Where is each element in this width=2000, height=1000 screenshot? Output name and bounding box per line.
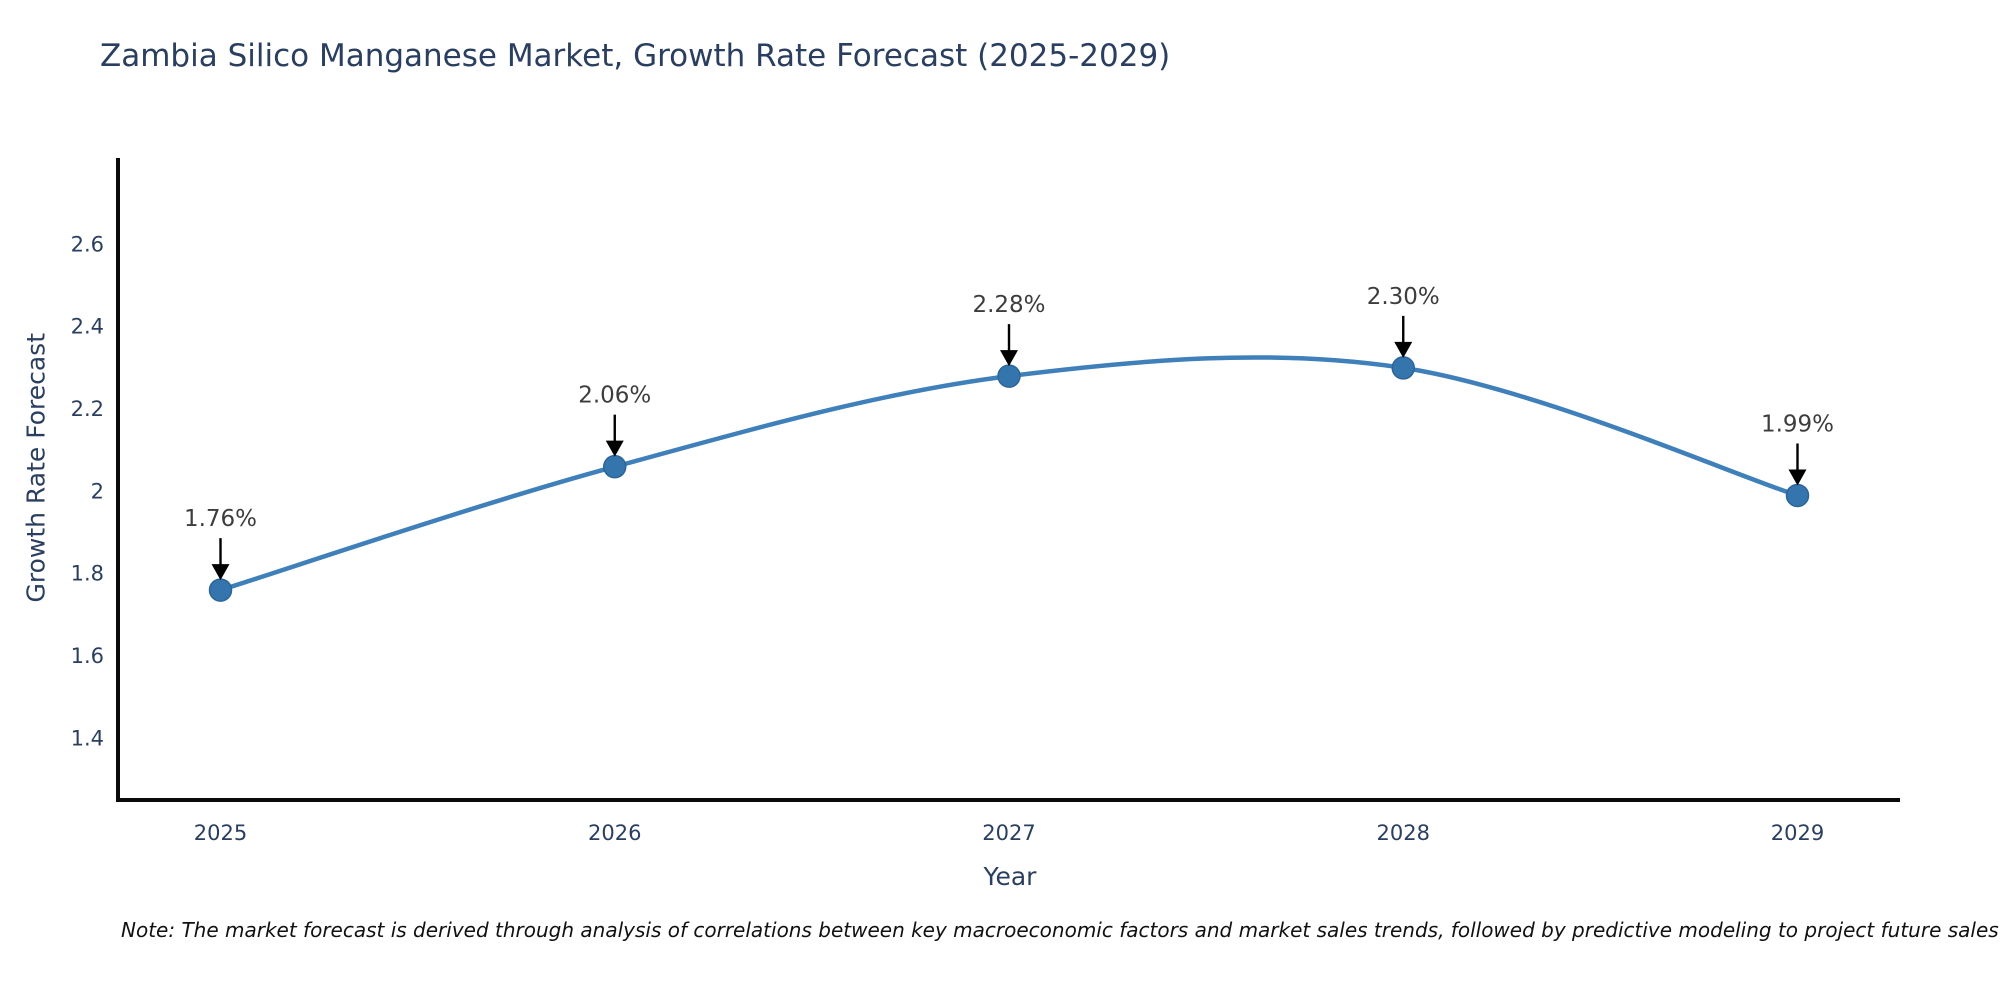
y-tick-label: 1.8 [71,562,104,586]
series-line [218,355,1800,593]
data-point-marker[interactable] [208,578,233,602]
data-point-marker[interactable] [1391,356,1415,380]
x-tick-label: 2025 [194,821,247,845]
x-axis-title: Year [983,862,1037,891]
y-tick-label: 1.4 [71,726,104,750]
y-axis-title: Growth Rate Forecast [21,333,51,603]
data-point-marker[interactable] [603,454,627,479]
annotation-arrowhead [211,564,230,581]
x-tick-label: 2027 [982,821,1035,845]
y-tick-label: 2.6 [71,232,104,256]
y-tick-label: 1.6 [71,644,104,668]
chart-title: Zambia Silico Manganese Market, Growth R… [100,38,1171,74]
x-tick-label: 2026 [588,821,641,845]
footnote: Note: The market forecast is derived thr… [121,918,1999,942]
annotation-arrowhead [1788,469,1807,486]
x-tick-label: 2028 [1377,821,1430,845]
annotation-label: 2.06% [578,383,651,409]
annotation-arrowhead [1000,350,1018,367]
annotation-arrowhead [1394,341,1413,358]
data-point-marker[interactable] [1785,483,1810,508]
data-point-marker[interactable] [997,364,1021,388]
annotation-label: 2.28% [972,292,1045,318]
y-tick-label: 2.2 [71,397,104,421]
annotation-arrowhead [605,440,624,457]
annotation-label: 1.99% [1761,411,1834,437]
annotation-label: 2.30% [1367,284,1440,310]
x-tick-label: 2029 [1771,821,1824,845]
y-tick-label: 2 [91,479,104,503]
y-tick-label: 2.4 [71,315,104,339]
annotation-label: 1.76% [184,506,257,532]
